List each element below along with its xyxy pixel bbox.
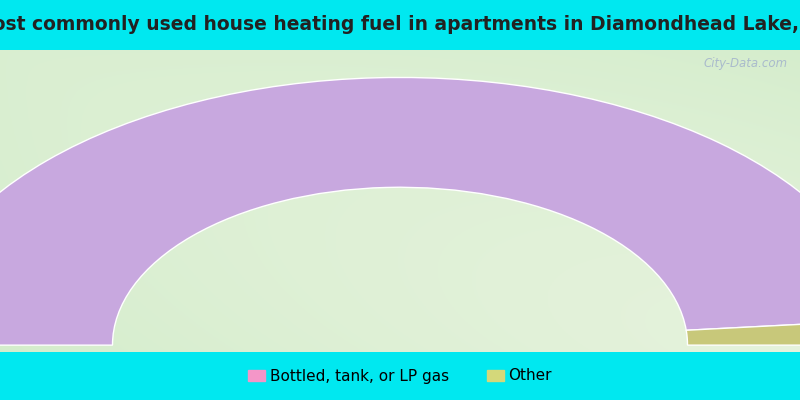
Text: Most commonly used house heating fuel in apartments in Diamondhead Lake, IA: Most commonly used house heating fuel in… — [0, 16, 800, 34]
Wedge shape — [686, 320, 800, 345]
Wedge shape — [0, 78, 800, 345]
Legend: Bottled, tank, or LP gas, Other: Bottled, tank, or LP gas, Other — [242, 362, 558, 390]
Text: City-Data.com: City-Data.com — [703, 57, 787, 70]
